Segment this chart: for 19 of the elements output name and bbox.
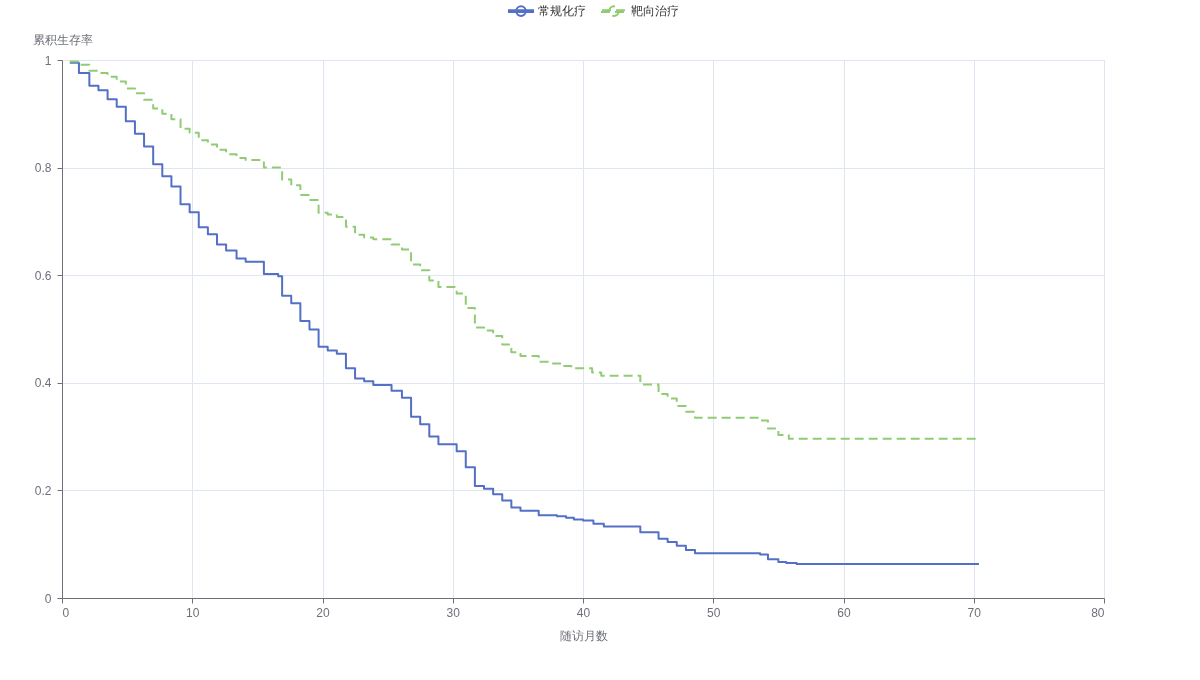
y-tick-label: 0 (44, 591, 52, 606)
x-tick-label: 50 (707, 605, 721, 620)
x-tick-label: 20 (316, 605, 330, 620)
legend-label: 常规化疗 (538, 4, 586, 19)
y-tick-label: 0.4 (34, 376, 52, 391)
x-tick-label: 10 (186, 605, 200, 620)
x-tick-label: 30 (446, 605, 461, 620)
x-tick-label: 60 (837, 605, 851, 620)
x-tick-label: 40 (576, 605, 591, 620)
y-tick-label: 0.8 (34, 161, 52, 176)
x-tick-label: 0 (62, 605, 70, 620)
x-tick-label: 70 (967, 605, 982, 620)
y-tick-label: 0.6 (34, 268, 52, 283)
y-axis-title: 累积生存率 (32, 32, 93, 47)
legend-label: 靶向治疗 (631, 4, 679, 19)
x-tick-label: 80 (1091, 605, 1105, 620)
x-axis-title: 随访月数 (559, 628, 608, 643)
y-tick-label: 0.2 (34, 483, 52, 498)
y-tick-label: 1 (44, 53, 52, 68)
